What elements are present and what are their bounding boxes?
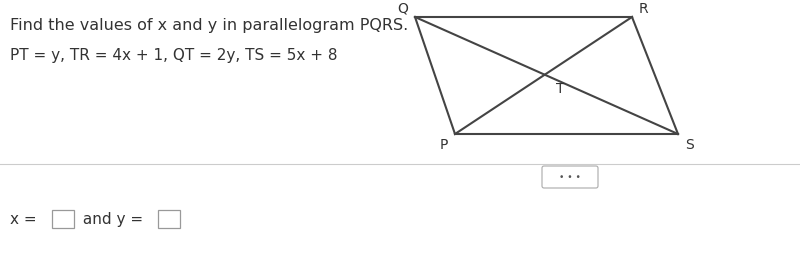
Text: S: S: [685, 137, 694, 151]
Text: T: T: [556, 82, 565, 96]
Text: and y =: and y =: [78, 212, 148, 227]
FancyBboxPatch shape: [542, 166, 598, 188]
FancyBboxPatch shape: [158, 210, 180, 228]
Text: R: R: [639, 2, 649, 16]
Text: Find the values of x and y in parallelogram PQRS.: Find the values of x and y in parallelog…: [10, 18, 408, 33]
FancyBboxPatch shape: [52, 210, 74, 228]
Text: P: P: [440, 137, 448, 151]
Text: • • •: • • •: [559, 173, 581, 182]
Text: Q: Q: [397, 2, 408, 16]
Text: PT = y, TR = 4x + 1, QT = 2y, TS = 5x + 8: PT = y, TR = 4x + 1, QT = 2y, TS = 5x + …: [10, 48, 338, 63]
Text: x =: x =: [10, 212, 42, 227]
